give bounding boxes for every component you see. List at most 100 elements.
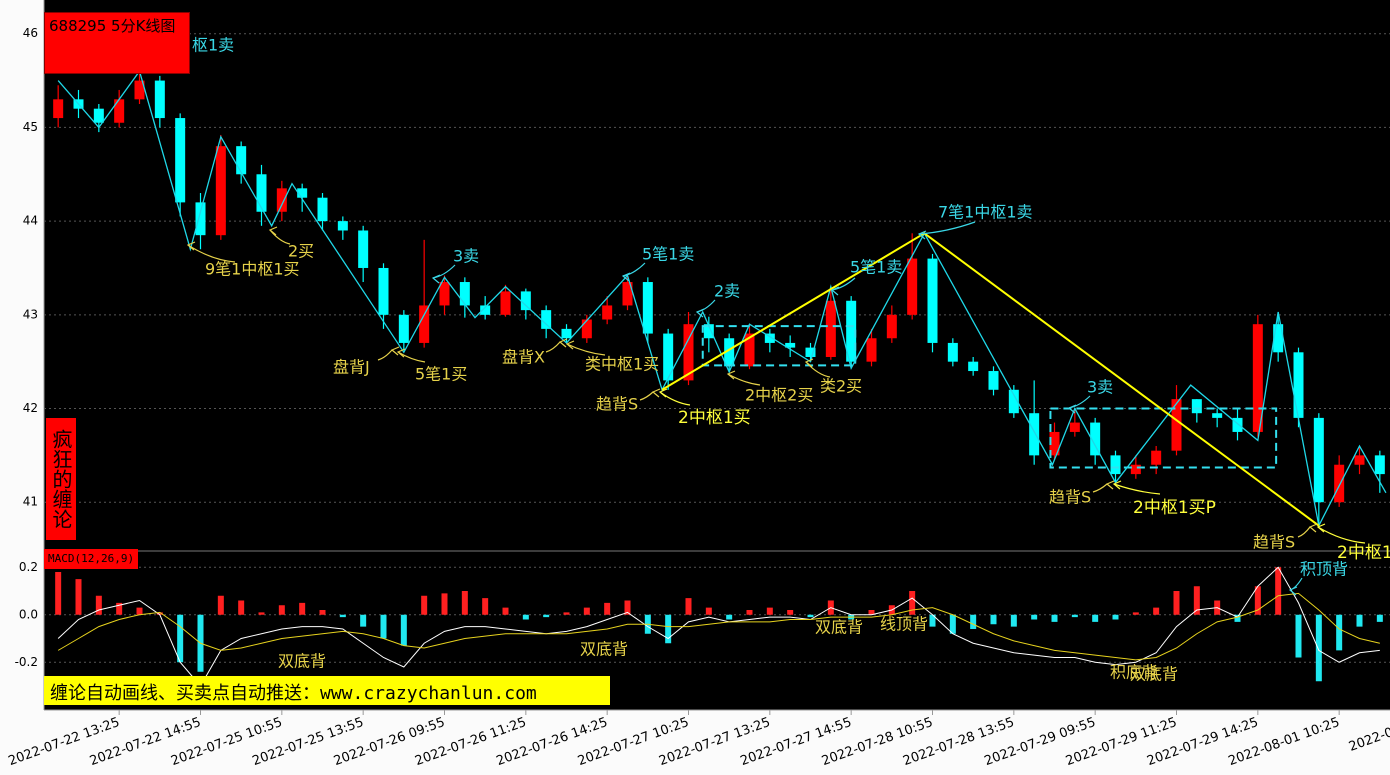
pivot-box <box>701 325 857 367</box>
candle-body <box>154 80 165 119</box>
annotation: 2中枢1买P <box>1133 498 1216 518</box>
candle-body <box>947 342 958 362</box>
candle-body <box>337 221 348 231</box>
macd-bar <box>400 614 407 646</box>
candle-body <box>317 197 328 222</box>
macd-line <box>57 592 1380 661</box>
candle-body <box>764 333 775 343</box>
candle-body <box>520 291 531 311</box>
macd-bar <box>299 602 306 615</box>
candle-body <box>1212 413 1223 418</box>
y-tick-label: 41 <box>23 495 38 509</box>
annotation-arrowhead <box>390 346 400 356</box>
macd-bar <box>339 614 346 618</box>
annotation-arrowhead <box>830 286 840 296</box>
macd-bar <box>949 614 956 634</box>
candle-body <box>805 347 816 357</box>
macd-bar <box>1193 586 1200 615</box>
macd-bar <box>441 593 448 615</box>
macd-bar <box>380 614 387 639</box>
candle-body <box>297 188 308 198</box>
candle-body <box>724 338 735 367</box>
annotation-arrow <box>1113 483 1161 495</box>
candle-body <box>1008 389 1019 414</box>
macd-bar <box>726 614 733 620</box>
candle-body <box>256 174 267 212</box>
macd-bar <box>909 591 916 615</box>
candle-body <box>1273 324 1284 353</box>
watermark: 疯狂的缠论 <box>46 418 76 540</box>
y-tick-label: 42 <box>23 401 38 415</box>
macd-bar <box>482 598 489 615</box>
macd-bar <box>807 614 814 618</box>
candle-body <box>561 328 572 339</box>
candle-body <box>1049 431 1060 456</box>
candle-body <box>1130 464 1141 475</box>
candle-body <box>1110 455 1121 475</box>
annotation: 类中枢1买 <box>585 355 659 374</box>
candle-body <box>1293 352 1304 418</box>
candle-body <box>703 324 714 339</box>
annotation-arrowhead <box>917 230 927 240</box>
annotation-arrowhead <box>621 272 631 282</box>
annotation-arrowhead <box>1105 480 1115 490</box>
annotation-arrow <box>1317 526 1366 544</box>
candle-body <box>53 99 64 119</box>
macd-bar <box>502 607 509 615</box>
candle-body <box>1171 399 1182 451</box>
annotation: 2中枢1买 <box>678 408 751 428</box>
candle-body <box>1334 464 1345 503</box>
annotation-arrowhead <box>186 241 196 251</box>
candle-body <box>683 324 694 381</box>
macd-bar <box>929 614 936 627</box>
annotation: 2买 <box>288 242 314 261</box>
plot-background <box>44 0 1390 710</box>
annotation-arrowhead <box>396 348 406 358</box>
annotation: 双底背 <box>580 640 628 659</box>
annotation-arrow <box>1297 526 1311 538</box>
candle-body <box>398 314 409 343</box>
candle-body <box>500 291 511 315</box>
annotation: 趋背S <box>1049 488 1091 507</box>
annotation: 类2买 <box>820 377 862 396</box>
candle-body <box>1151 450 1162 465</box>
candle-body <box>581 319 592 339</box>
candle-body <box>1374 455 1385 475</box>
annotation-arrow <box>187 244 236 263</box>
candle-body <box>276 188 287 212</box>
macd-bar <box>1234 614 1241 622</box>
macd-bar <box>156 612 163 615</box>
macd-bar <box>421 595 428 615</box>
annotation: 5笔1卖 <box>850 258 902 277</box>
macd-bar <box>990 614 997 625</box>
y-tick-label: 45 <box>23 120 38 134</box>
banner: 缠论自动画线、买卖点自动推送：www.crazychanlun.com <box>44 676 610 705</box>
macd-bar <box>970 614 977 629</box>
macd-bar <box>1092 614 1099 622</box>
y-tick-label: 46 <box>23 26 38 40</box>
macd-bar <box>1376 614 1383 622</box>
candle-body <box>1090 422 1101 456</box>
candle-body <box>175 118 186 203</box>
annotation-arrowhead <box>1112 480 1122 490</box>
macd-bar <box>583 607 590 615</box>
annotation: 2中枢1 <box>1337 543 1390 563</box>
candle-body <box>419 305 430 343</box>
candle-body <box>927 258 938 343</box>
macd-bar <box>1051 614 1058 622</box>
macd-bar <box>116 602 123 615</box>
candle-body <box>215 146 226 236</box>
annotation-arrowhead <box>558 338 568 348</box>
macd-bar <box>1173 591 1180 615</box>
candle-body <box>1252 324 1263 432</box>
candle-body <box>1354 455 1365 465</box>
y-tick-label: 43 <box>23 307 38 321</box>
stroke-line <box>57 69 1387 528</box>
macd-bar <box>787 610 794 615</box>
candle-body <box>195 202 206 236</box>
pivot-box <box>1049 407 1278 469</box>
annotation-arrow <box>377 349 393 361</box>
annotation: 7笔1中枢1卖 <box>938 203 1033 222</box>
annotation-arrow <box>545 341 561 353</box>
